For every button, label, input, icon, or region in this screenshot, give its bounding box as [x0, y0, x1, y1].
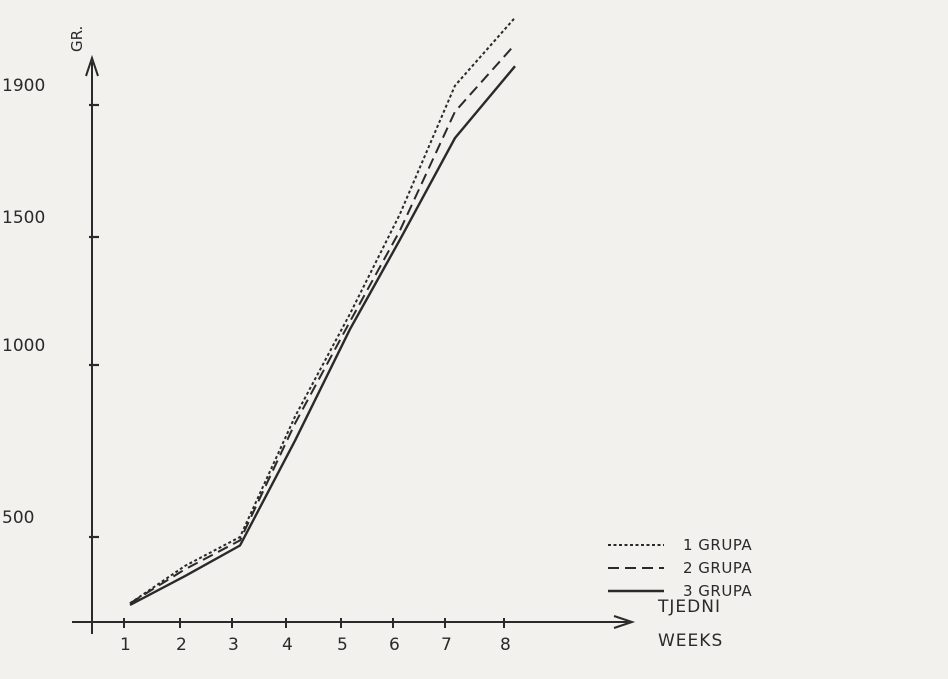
- legend-label-2: 2 GRUPA: [683, 559, 752, 577]
- y-tick-label: 1900: [2, 76, 45, 96]
- x-tick-label: 5: [337, 635, 348, 655]
- y-unit-label: GR.: [68, 26, 86, 52]
- y-tick-label: 1000: [2, 336, 45, 356]
- legend-label-3: 3 GRUPA: [683, 582, 752, 600]
- x-tick-label: 8: [500, 635, 511, 655]
- x-tick-label: 1: [120, 635, 131, 655]
- series-line-1: [129, 17, 516, 605]
- x-tick-label: 6: [389, 635, 400, 655]
- legend: 1 GRUPA 2 GRUPA 3 GRUPA: [608, 536, 752, 600]
- x-tick-label: 3: [228, 635, 239, 655]
- x-axis-title-line: TJEDNI: [657, 597, 721, 617]
- y-tick-label: 1500: [2, 208, 45, 228]
- x-axis-arrow: [613, 615, 636, 629]
- axes: GR. 500 1000 1500 1900 1 2 3 4 5 6 7 8 TJEDNI WEEKS: [2, 26, 723, 655]
- series-line-3: [129, 65, 516, 607]
- legend-label-1: 1 GRUPA: [683, 536, 752, 554]
- x-tick-label: 4: [282, 635, 293, 655]
- x-axis-title-line: WEEKS: [658, 631, 723, 651]
- series-lines: [129, 17, 516, 607]
- series-line-2: [129, 43, 516, 605]
- x-tick-label: 7: [441, 635, 452, 655]
- y-tick-label: 500: [2, 508, 34, 528]
- y-axis-arrow: [85, 54, 99, 77]
- x-tick-label: 2: [176, 635, 187, 655]
